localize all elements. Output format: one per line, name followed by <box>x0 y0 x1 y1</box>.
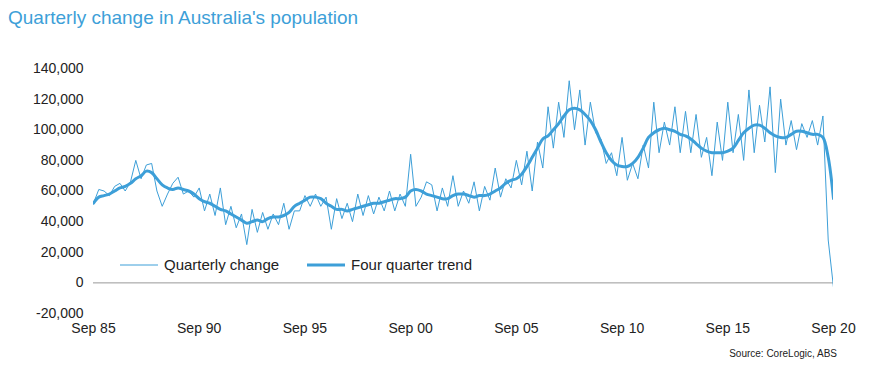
svg-text:Sep 00: Sep 00 <box>388 320 433 336</box>
svg-text:120,000: 120,000 <box>33 91 84 107</box>
svg-text:60,000: 60,000 <box>41 182 84 198</box>
html-text:Quarterly change in Australia': Quarterly change in Australia's populati… <box>8 7 359 28</box>
html-text:Source: CoreLogic, ABS: Source: CoreLogic, ABS <box>729 348 837 359</box>
html-text:Quarterly change: Quarterly change <box>164 256 280 273</box>
svg-text:Sep 15: Sep 15 <box>706 320 751 336</box>
svg-text:Sep 10: Sep 10 <box>600 320 645 336</box>
html-text:Four quarter trend: Four quarter trend <box>351 256 472 273</box>
svg-text:100,000: 100,000 <box>33 121 84 137</box>
svg-text:80,000: 80,000 <box>41 152 84 168</box>
svg-text:0: 0 <box>76 274 84 290</box>
svg-text:Sep 85: Sep 85 <box>71 320 116 336</box>
svg-text:20,000: 20,000 <box>41 244 84 260</box>
svg-text:Sep 20: Sep 20 <box>811 320 856 336</box>
svg-text:Sep 05: Sep 05 <box>494 320 539 336</box>
svg-text:40,000: 40,000 <box>41 213 84 229</box>
svg-text:Sep 90: Sep 90 <box>177 320 222 336</box>
svg-text:Sep 95: Sep 95 <box>283 320 328 336</box>
svg-text:140,000: 140,000 <box>33 60 84 76</box>
svg-text:-20,000: -20,000 <box>36 305 84 321</box>
